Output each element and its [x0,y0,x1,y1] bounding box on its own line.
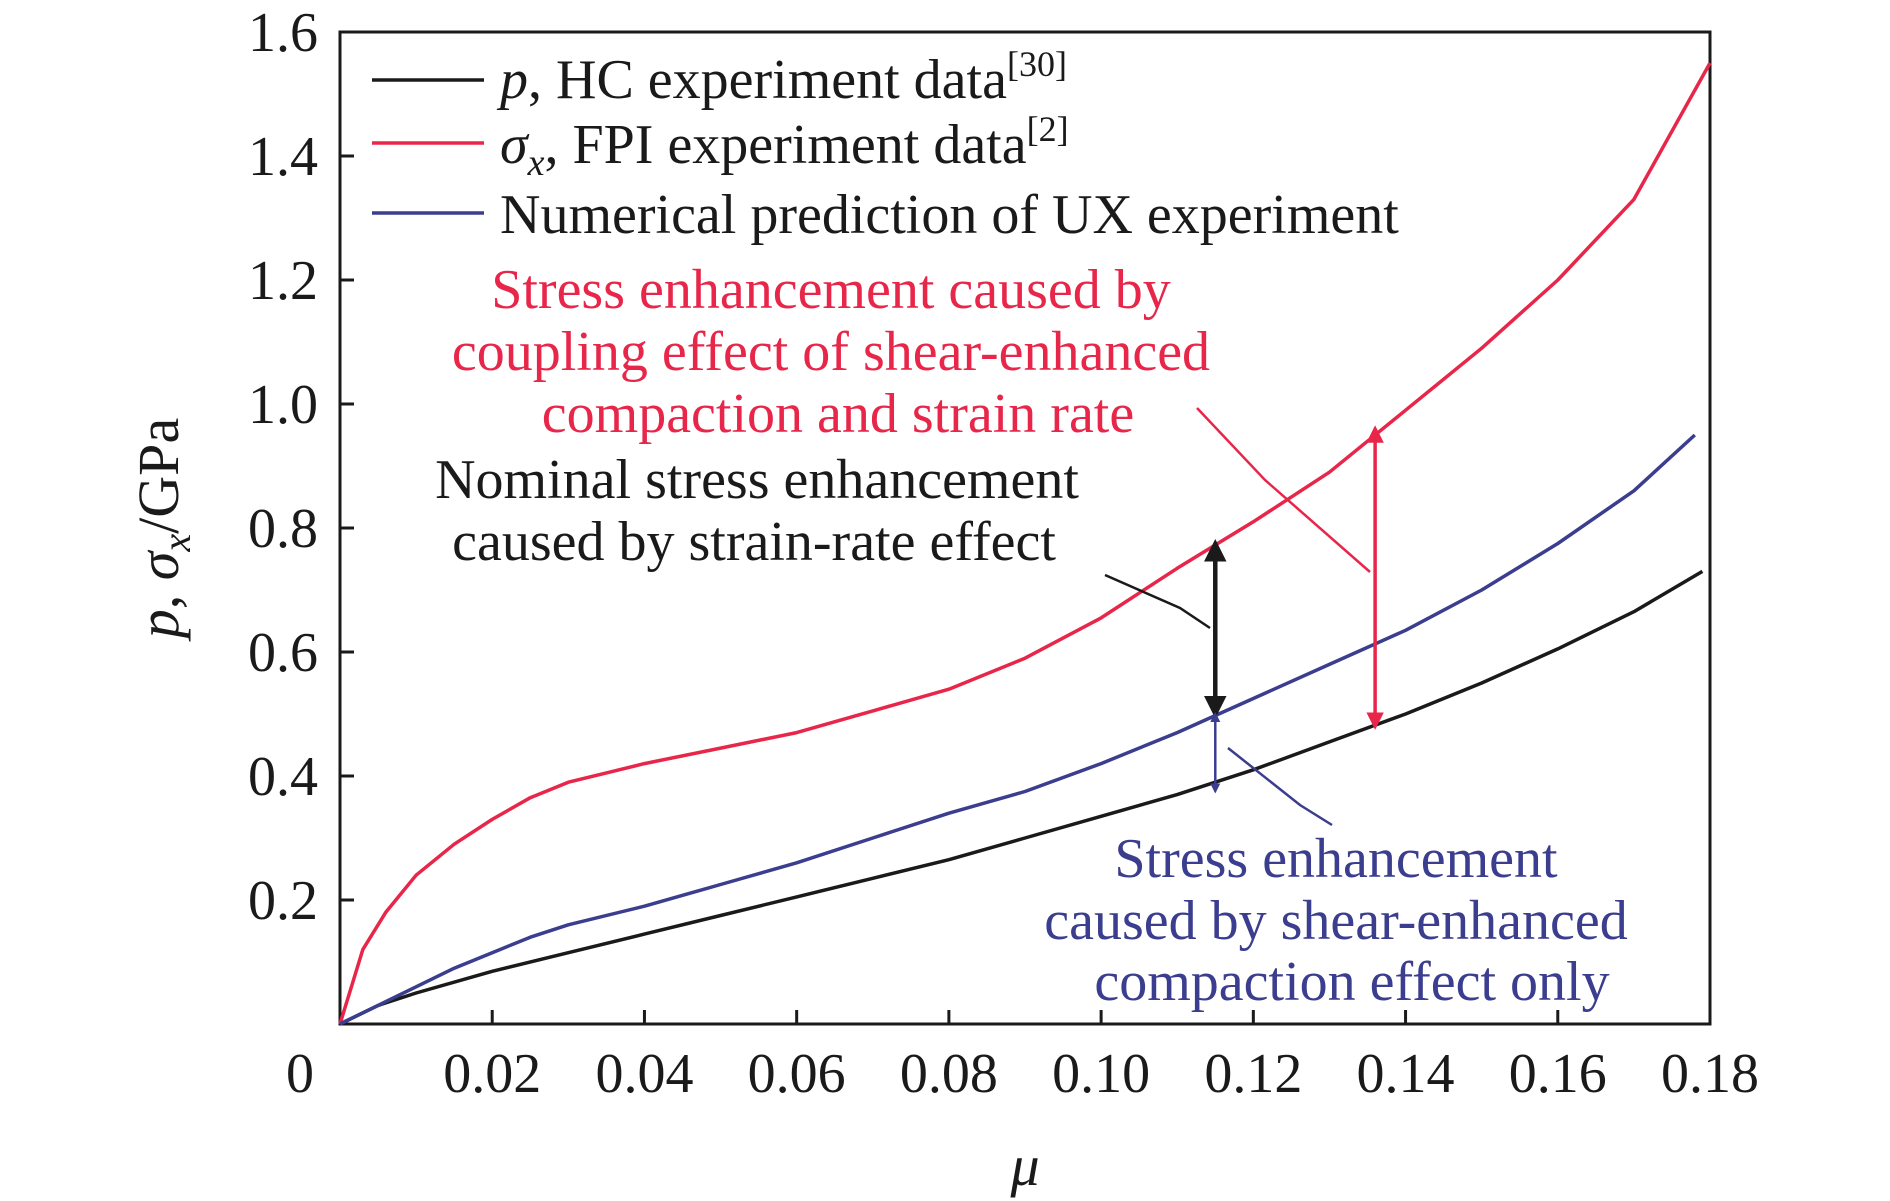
annotation-black-text: Nominal stress enhancement caused by str… [435,449,1093,573]
x-tick-label: 0.10 [1052,1043,1150,1105]
y-tick-label: 1.4 [248,126,318,188]
x-tick-label: 0.04 [595,1043,693,1105]
annotation-red-text: Stress enhancement caused by coupling ef… [452,259,1224,445]
x-tick-label: 0.14 [1357,1043,1455,1105]
x-tick-label: 0.12 [1204,1043,1302,1105]
y-tick-label: 1.0 [248,374,318,436]
x-axis-title: μ [1009,1133,1039,1198]
annotation-layer: Stress enhancement caused by coupling ef… [435,259,1641,1013]
series-line-hc [339,569,1704,1026]
x-tick-label: 0.06 [748,1043,846,1105]
legend-label-hc: p, HC experiment data[30] [496,44,1067,111]
legend: p, HC experiment data[30] σx, FPI experi… [372,44,1399,246]
y-tick-label: 0.2 [248,870,318,932]
y-tick-label: 0.8 [248,498,318,560]
y-tick-label: 1.6 [248,2,318,64]
series-line-ux [339,433,1696,1026]
x-tick-label: 0.18 [1661,1043,1759,1105]
axis-titles: μ p, σx/GPa [126,418,1040,1198]
annotation-red-leader [1196,407,1371,573]
x-axis: 0 0.02 0.04 0.06 0.08 0.10 0.12 0.14 0.16 0.18 [286,1010,1759,1105]
annotation-blue-text: Stress enhancement caused by shear-enhan… [1044,828,1641,1013]
y-tick-label: 1.2 [248,250,318,312]
series-line-fpi [338,62,1712,1025]
y-axis: 0.2 0.4 0.6 0.8 1.0 1.2 1.4 1.6 [248,2,354,932]
x-tick-label: 0.02 [443,1043,541,1105]
series-layer [338,62,1712,1026]
y-tick-label: 0.6 [248,622,318,684]
legend-label-fpi: σx, FPI experiment data[2] [500,109,1069,184]
y-tick-label: 0.4 [248,746,318,808]
legend-label-ux: Numerical prediction of UX experiment [500,184,1399,246]
x-tick-label: 0.08 [900,1043,998,1105]
annotation-black-leader [1104,573,1211,630]
x-tick-label: 0 [286,1043,314,1105]
y-axis-title: p, σx/GPa [126,418,199,642]
x-tick-label: 0.16 [1509,1043,1607,1105]
annotation-blue-leader [1227,747,1333,827]
